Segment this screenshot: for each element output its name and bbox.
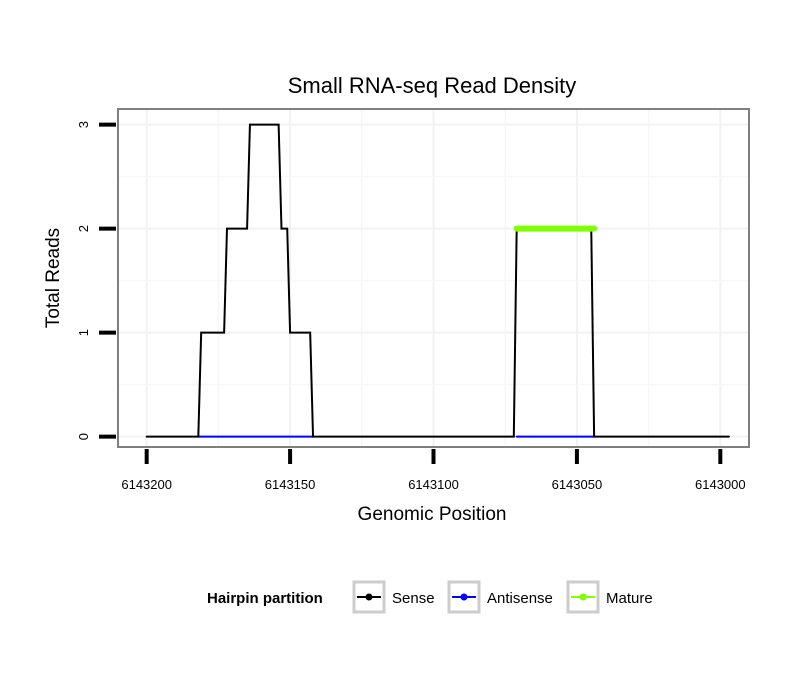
legend-label-sense: Sense — [392, 590, 435, 607]
axis-layer: 6143200 6143150 6143100 6143050 6143000 0 1 2 3 — [76, 121, 746, 492]
y-tick-label: 2 — [76, 225, 91, 232]
legend-point-mature — [579, 593, 587, 601]
series-layer — [145, 123, 730, 438]
legend-title: Hairpin partition — [207, 590, 323, 607]
y-tick-label: 3 — [76, 121, 91, 128]
x-tick-label: 6143050 — [552, 477, 603, 492]
x-axis-title: Genomic Position — [358, 504, 507, 525]
x-tick-label: 6143150 — [265, 477, 316, 492]
legend-item-mature: Mature — [566, 580, 653, 614]
legend-label-mature: Mature — [606, 590, 653, 607]
legend-item-sense: Sense — [352, 580, 435, 614]
chart-title: Small RNA-seq Read Density — [288, 73, 577, 98]
y-axis-title: Total Reads — [43, 228, 64, 328]
legend-label-antisense: Antisense — [487, 590, 553, 607]
x-tick-label: 6143100 — [408, 477, 459, 492]
legend-item-antisense: Antisense — [447, 580, 553, 614]
legend-point-sense — [365, 593, 373, 601]
x-tick-label: 6143200 — [121, 477, 172, 492]
legend-point-antisense — [460, 593, 468, 601]
y-tick-label: 1 — [76, 329, 91, 336]
x-tick-label: 6143000 — [695, 477, 746, 492]
legend: Hairpin partition Sense Antisense Mature — [207, 580, 653, 614]
y-tick-label: 0 — [76, 433, 91, 440]
